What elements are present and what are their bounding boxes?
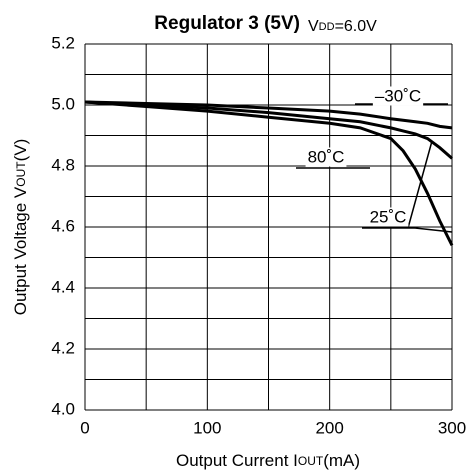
y-tick-label: 4.8	[51, 155, 75, 174]
y-tick-label: 4.2	[51, 338, 75, 357]
ylabel-rest: (V)	[11, 139, 30, 162]
x-tick-label: 300	[438, 418, 466, 437]
xlabel-rest: (mA)	[323, 451, 360, 470]
label-bg	[305, 147, 347, 167]
label-bg	[367, 207, 409, 227]
curve	[84, 100, 454, 246]
leader-line	[407, 140, 433, 229]
curve	[84, 100, 453, 130]
series-label: –30˚C	[375, 86, 421, 105]
y-tick-label: 5.2	[51, 33, 75, 52]
xlabel-main: Output Current I	[176, 451, 298, 470]
subtitle-main: V	[308, 18, 319, 35]
y-tick-label: 5.0	[51, 94, 75, 113]
y-tick-label: 4.6	[51, 216, 75, 235]
curve	[84, 100, 453, 160]
y-axis-label: Output Voltage VOUT(V)	[11, 139, 30, 316]
x-axis-label: Output Current IOUT(mA)	[176, 451, 360, 470]
subtitle-rest: =6.0V	[335, 18, 378, 35]
ylabel-sub: OUT	[14, 161, 28, 187]
label-bg	[372, 86, 424, 106]
x-tick-label: 200	[315, 418, 343, 437]
y-tick-label: 4.4	[51, 277, 75, 296]
series-label: 25˚C	[370, 207, 407, 226]
y-tick-label: 4.0	[51, 399, 75, 418]
series-label: 80˚C	[308, 147, 345, 166]
x-tick-label: 0	[80, 418, 89, 437]
ylabel-main: Output Voltage V	[11, 186, 30, 315]
subtitle-sub: DD	[319, 21, 335, 33]
chart-title: Regulator 3 (5V)	[154, 13, 300, 34]
xlabel-sub: OUT	[298, 454, 324, 468]
chart-subtitle: VDD=6.0V	[308, 18, 377, 35]
x-tick-label: 100	[193, 418, 221, 437]
